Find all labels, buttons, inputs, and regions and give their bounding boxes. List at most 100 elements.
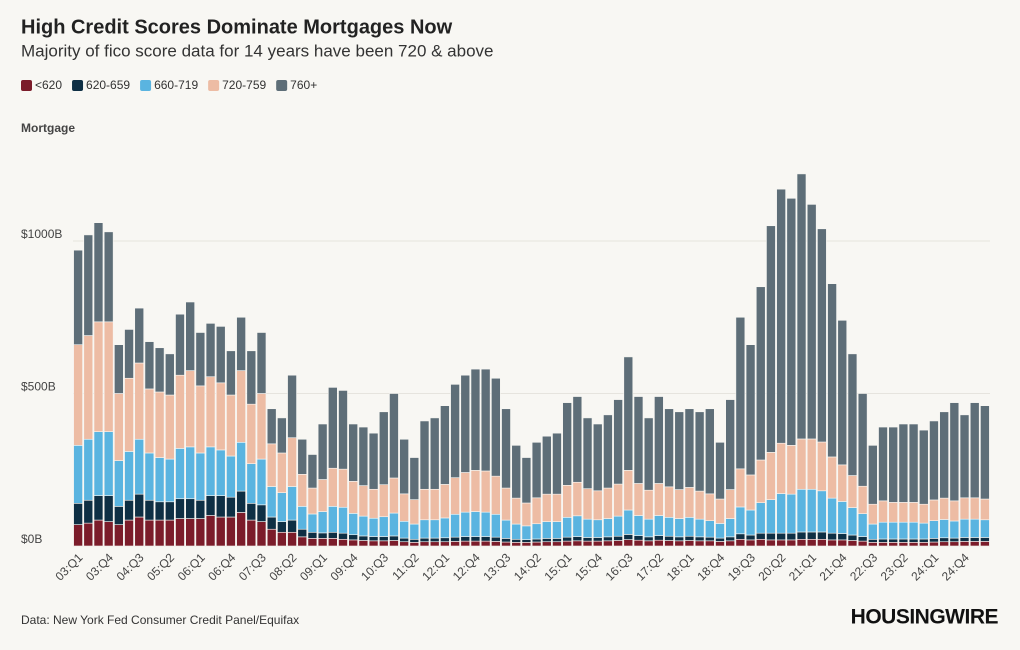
x-tick-label: 05:Q2 (144, 550, 177, 583)
bar-segment (766, 452, 776, 500)
bar-segment (908, 502, 919, 523)
bar-segment (368, 517, 379, 537)
bar-segment (705, 540, 715, 547)
bar-segment (837, 464, 848, 502)
bar-segment (103, 231, 114, 323)
bar-segment (898, 521, 909, 540)
bar-segment (664, 517, 674, 537)
x-tick-label: 17:Q2 (633, 550, 666, 583)
bar-segment (715, 498, 725, 524)
bar-segment (725, 540, 735, 547)
bar-segment (959, 497, 970, 520)
legend-label: 760+ (290, 78, 317, 92)
bar-segment (654, 539, 664, 547)
bar-segment (898, 502, 909, 523)
bar-segment (409, 457, 420, 500)
bar-segment (205, 446, 216, 496)
bar-segment (195, 332, 206, 387)
bar-segment (297, 528, 308, 538)
bar-segment (694, 518, 705, 538)
bar-segment (205, 495, 216, 516)
bar-segment (358, 485, 369, 517)
bar-segment (542, 541, 552, 547)
bar-segment (806, 204, 817, 440)
bar-segment (399, 537, 409, 543)
bar-segment (317, 532, 328, 539)
bar-segment (582, 540, 593, 547)
bar-segment (246, 502, 257, 521)
bar-segment (664, 540, 674, 547)
bar-segment (246, 350, 257, 405)
bar-segment (409, 523, 420, 540)
bar-segment (674, 411, 685, 490)
legend-label: 660-719 (154, 78, 198, 92)
bar-segment (898, 538, 909, 543)
bar-segment (725, 536, 735, 542)
bar-segment (440, 537, 450, 543)
bar-segment (939, 537, 949, 543)
bar-segment (195, 518, 206, 547)
bar-segment (735, 316, 746, 470)
bar-segment (134, 307, 145, 364)
bar-segment (868, 445, 878, 505)
bar-segment (552, 521, 562, 539)
bar-segment (389, 540, 399, 547)
bar-segment (898, 423, 909, 503)
bar-segment (929, 541, 939, 547)
bar-segment (623, 534, 634, 540)
bar-segment (73, 502, 83, 525)
bar-segment (419, 519, 430, 539)
bar-segment (643, 540, 654, 547)
bar-segment (440, 517, 450, 539)
bar-segment (725, 399, 735, 490)
bar-segment (175, 498, 185, 519)
bar-segment (440, 541, 450, 547)
bar-segment (552, 493, 562, 522)
bar-segment (389, 512, 399, 537)
x-tick-label: 04:Q3 (114, 550, 147, 583)
bar-segment (918, 429, 929, 505)
bar-segment (969, 497, 980, 520)
bar-segment (358, 535, 369, 541)
bar-segment (633, 515, 644, 536)
bar-segment (735, 538, 746, 547)
bar-segment (103, 521, 114, 547)
bar-segment (246, 519, 257, 547)
bar-segment (796, 438, 807, 490)
bar-segment (226, 516, 236, 547)
bar-segment (796, 173, 807, 440)
bar-segment (511, 538, 521, 543)
x-tick-label: 15:Q1 (542, 550, 575, 583)
bar-segment (480, 536, 491, 542)
bar-segment (165, 394, 175, 460)
bar-segment (501, 541, 511, 547)
bar-segment (623, 509, 634, 535)
bar-segment (878, 542, 888, 547)
bar-segment (480, 511, 491, 537)
bar-segment (328, 506, 338, 533)
bar-segment (888, 542, 898, 547)
bar-segment (83, 522, 94, 547)
bar-segment (154, 501, 165, 521)
bar-segment (776, 442, 786, 494)
bar-segment (307, 454, 318, 489)
bar-segment (338, 532, 348, 540)
bar-segment (949, 541, 960, 547)
bar-segment (277, 492, 287, 522)
x-tick-label: 18:Q1 (664, 550, 697, 583)
bar-segment (562, 517, 572, 538)
bar-segment (338, 390, 348, 470)
bar-segment (572, 481, 583, 517)
bar-segment (358, 426, 369, 486)
bar-segment (195, 452, 206, 501)
bar-segment (878, 426, 888, 502)
bar-segment (664, 535, 674, 541)
legend-swatch (140, 80, 152, 91)
bar-segment (745, 509, 756, 536)
chart-title: High Credit Scores Dominate Mortgages No… (21, 16, 453, 38)
x-tick-label: 03:Q1 (52, 550, 85, 583)
bar-segment (908, 423, 919, 503)
bar-segment (83, 499, 94, 524)
y-tick-label: $0B (21, 532, 42, 546)
bar-segment (236, 512, 246, 547)
